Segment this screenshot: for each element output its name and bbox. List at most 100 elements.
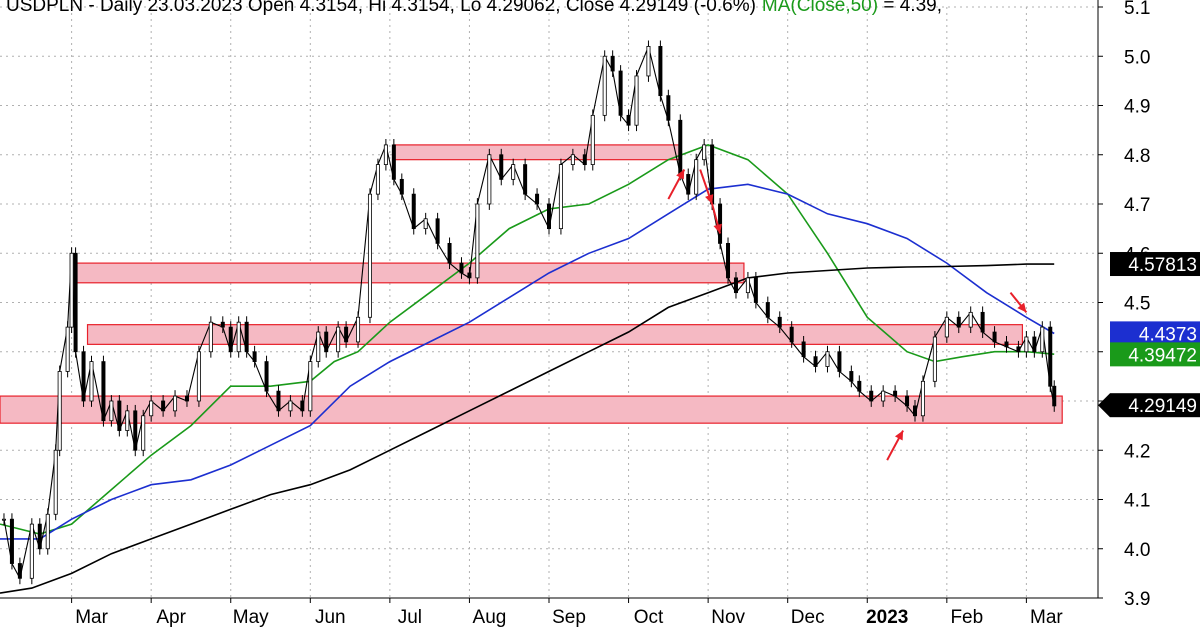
candle-body [511, 164, 516, 180]
candle-body [475, 203, 480, 279]
y-tick-label: 4.2 [1124, 441, 1150, 462]
candle-body [101, 361, 106, 422]
candle-body [881, 390, 886, 402]
price-series [1, 40, 1057, 585]
axes: 3.94.04.14.24.34.44.54.64.74.84.95.05.1M… [0, 0, 1151, 628]
candle-body [499, 154, 504, 180]
value-label-text: 4.57813 [1128, 255, 1197, 276]
value-label-text: 4.39472 [1128, 345, 1197, 366]
candle-body [73, 252, 78, 353]
candle-body [801, 341, 806, 358]
zone-rect [0, 395, 1063, 424]
candle-body [89, 361, 94, 402]
candle-body [1048, 326, 1053, 387]
candle-body [913, 405, 918, 417]
candle-body [686, 174, 691, 195]
price-line [3, 44, 1055, 580]
candle-body [1052, 385, 1057, 407]
candle-body [745, 277, 750, 294]
candle-body [411, 193, 416, 230]
candle-body [447, 242, 452, 264]
candle-body [968, 311, 973, 328]
candle-body [666, 95, 671, 121]
x-tick-label: Feb [950, 607, 983, 628]
candle-body [1016, 346, 1021, 353]
annotation-arrows [667, 169, 1028, 461]
candle-body [423, 218, 428, 230]
y-tick-label: 5.0 [1124, 47, 1150, 68]
value-label-text: 4.29149 [1128, 396, 1197, 417]
value-label-text: 4.4373 [1139, 324, 1197, 345]
candle-body [726, 242, 731, 279]
annotation-arrow-head [713, 223, 722, 234]
candle-body [57, 371, 62, 451]
candle-body [558, 164, 563, 230]
candle-body [53, 449, 58, 515]
candle-body [252, 351, 257, 363]
candle-body [69, 252, 74, 328]
candle-body [383, 144, 388, 165]
candle-body [523, 164, 528, 195]
candle-body [869, 390, 874, 402]
candle-body [535, 193, 540, 205]
candle-body [459, 262, 464, 274]
candle-body [626, 114, 631, 126]
candle-body [825, 351, 830, 367]
candle-body [125, 410, 130, 431]
candle-body [184, 395, 189, 402]
annotation-arrow-head [676, 169, 685, 180]
candle-body [932, 336, 937, 382]
candle-body [149, 400, 154, 417]
candle-body [467, 272, 472, 279]
value-label-box [1110, 393, 1200, 418]
chart-header: USDPLN - Daily 23.03.2023 Open 4.3154, H… [6, 0, 942, 16]
annotation-arrow-head [894, 430, 904, 441]
candle-body [849, 371, 854, 382]
candle-body [678, 119, 683, 175]
candle-body [1032, 336, 1037, 353]
candle-body [399, 178, 404, 195]
candle-body [236, 321, 241, 353]
y-tick-label: 4.9 [1124, 97, 1150, 118]
y-tick-label: 4.0 [1124, 540, 1150, 561]
candle-body [646, 46, 651, 77]
candle-body [905, 395, 910, 407]
candle-body [367, 193, 372, 318]
candle-body [228, 326, 233, 353]
candle-body [590, 114, 595, 165]
candle-body [992, 331, 997, 343]
candle-body [336, 326, 341, 353]
candle-body [9, 518, 14, 564]
candle-body [956, 316, 961, 328]
candle-body [702, 144, 707, 161]
candle-body [308, 361, 313, 412]
x-tick-label: Dec [791, 607, 825, 628]
candle-body [1, 518, 6, 521]
candle-body [196, 351, 201, 402]
x-tick-label: Mar [75, 607, 108, 628]
zone-rect [74, 262, 745, 284]
candle-body [694, 159, 699, 195]
candle-body [1004, 341, 1009, 348]
candle-body [944, 316, 949, 338]
x-tick-label: Aug [473, 607, 507, 628]
value-label-box [1110, 252, 1200, 277]
moving-averages [0, 144, 1055, 594]
candle-body [718, 203, 723, 244]
candle-body [45, 513, 50, 550]
value-label-box [1110, 321, 1200, 346]
x-tick-label: Sep [552, 607, 586, 628]
candle-body [980, 311, 985, 333]
candle-body [582, 154, 587, 165]
candle-body [276, 390, 281, 412]
candle-body [547, 203, 552, 230]
candle-body [733, 277, 738, 294]
annotation-arrow-head [705, 194, 714, 204]
candle-body [220, 321, 225, 328]
x-tick-label: Oct [634, 607, 664, 628]
candle-body [920, 380, 925, 417]
candle-body [161, 400, 166, 412]
candle-body [857, 380, 862, 392]
candle-body [375, 164, 380, 195]
